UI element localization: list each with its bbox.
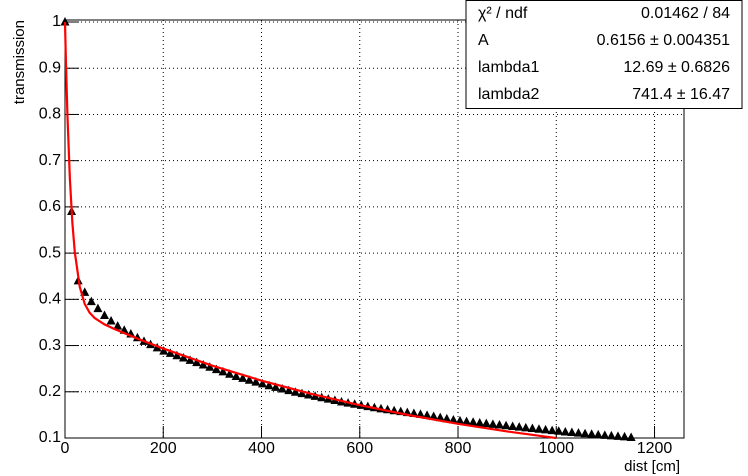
data-point <box>435 412 445 422</box>
data-point <box>488 419 498 428</box>
x-axis-title: dist [cm] <box>624 458 680 475</box>
data-point <box>271 382 281 391</box>
data-point <box>185 355 195 364</box>
data-point <box>593 429 603 439</box>
data-point <box>231 371 241 381</box>
data-point <box>481 418 491 428</box>
data-point <box>587 429 597 438</box>
data-point <box>468 417 478 426</box>
plot-frame <box>64 19 685 439</box>
stats-value: 741.4 ± 16.47 <box>632 86 730 103</box>
x-tick-label: 600 <box>346 440 373 457</box>
data-point <box>422 410 432 419</box>
y-tick-label: 1 <box>52 13 61 30</box>
data-point <box>277 384 287 393</box>
data-point <box>93 303 103 313</box>
data-point <box>113 321 123 330</box>
stats-name: lambda2 <box>478 86 539 103</box>
stats-value: 0.01462 / 84 <box>641 5 730 22</box>
data-point <box>257 378 267 388</box>
stats-box <box>465 0 743 109</box>
x-tick-label: 1200 <box>637 440 673 457</box>
data-point <box>192 357 202 367</box>
data-point <box>99 310 109 320</box>
data-point <box>580 428 590 438</box>
stats-value: 0.6156 ± 0.004351 <box>597 32 730 49</box>
x-tick-label: 800 <box>445 440 472 457</box>
y-tick-label: 0.2 <box>39 383 61 400</box>
data-point <box>205 362 215 371</box>
data-point <box>251 377 261 386</box>
data-point <box>547 425 557 435</box>
data-point <box>442 413 452 423</box>
data-point <box>606 430 616 440</box>
data-point <box>573 428 583 437</box>
data-point <box>455 415 465 425</box>
data-point <box>165 348 175 357</box>
data-point <box>244 375 254 384</box>
y-tick-label: 0.8 <box>39 106 61 123</box>
stats-value: 12.69 ± 0.6826 <box>623 59 730 76</box>
data-point <box>560 426 570 436</box>
data-point <box>264 380 274 390</box>
data-point <box>225 369 235 378</box>
data-point <box>178 353 188 362</box>
data-point <box>429 411 439 421</box>
y-tick-label: 0.5 <box>39 244 61 261</box>
data-point <box>297 388 307 398</box>
data-point <box>554 426 564 435</box>
stats-name: χ² / ndf <box>478 5 528 22</box>
data-point <box>218 366 228 376</box>
x-tick-label: 200 <box>150 440 177 457</box>
data-point <box>620 431 630 441</box>
data-point <box>613 431 623 440</box>
data-point <box>508 421 518 430</box>
data-point <box>514 422 524 431</box>
data-point <box>448 414 458 424</box>
x-tick-label: 1000 <box>538 440 574 457</box>
y-tick-label: 0.3 <box>39 337 61 354</box>
stats-name: lambda1 <box>478 59 539 76</box>
data-point <box>494 420 504 429</box>
data-point <box>534 424 544 433</box>
fit-line <box>63 21 557 440</box>
data-point <box>462 416 472 426</box>
y-tick-label: 0.9 <box>39 59 61 76</box>
data-point <box>567 427 577 437</box>
data-point <box>541 424 551 434</box>
x-tick-label: 0 <box>61 440 70 457</box>
stats-name: A <box>478 32 489 49</box>
y-tick-label: 0.6 <box>39 198 61 215</box>
data-point <box>521 422 531 432</box>
data-point <box>60 17 70 26</box>
data-point <box>211 364 221 374</box>
data-point <box>527 423 537 433</box>
y-tick-label: 0.7 <box>39 152 61 169</box>
data-point <box>159 346 169 355</box>
x-tick-label: 400 <box>248 440 275 457</box>
data-point <box>106 316 116 325</box>
data-point <box>626 432 636 441</box>
data-point <box>501 420 511 430</box>
data-point <box>238 373 248 382</box>
y-tick-label: 0.4 <box>39 291 61 308</box>
y-axis-title: transmission <box>11 20 28 104</box>
data-point <box>198 359 208 369</box>
data-point <box>600 430 610 439</box>
data-point <box>86 296 96 306</box>
data-point <box>284 385 294 395</box>
y-tick-label: 0.1 <box>39 429 61 446</box>
data-point <box>475 417 485 427</box>
data-point <box>290 387 300 396</box>
data-point <box>172 350 182 360</box>
